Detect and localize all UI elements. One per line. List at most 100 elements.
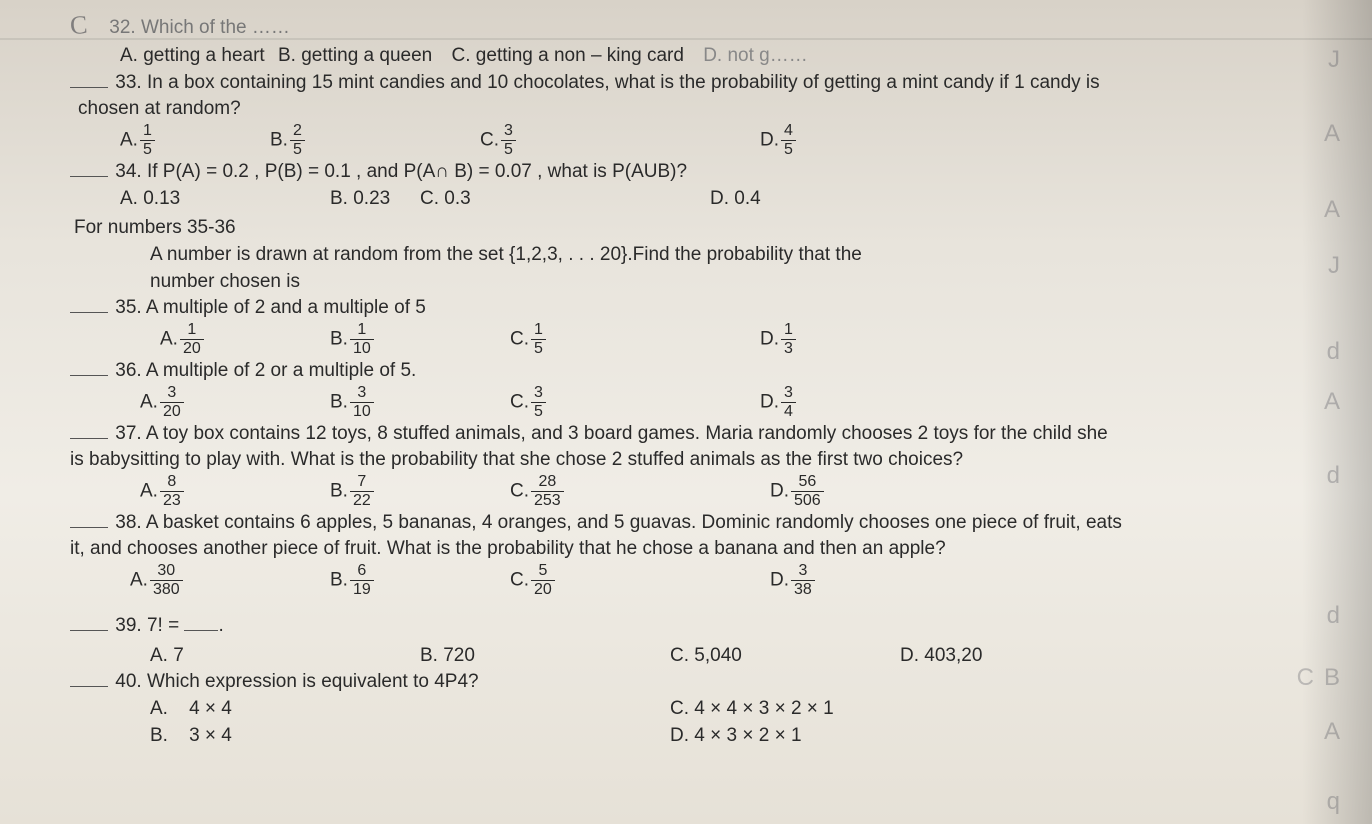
margin-mark: q [1327,788,1340,816]
q39-opt-b[interactable]: B. 720 [420,643,670,669]
q37-opt-a[interactable]: A.823 [140,474,330,509]
q35-opt-d[interactable]: D.13 [760,322,798,357]
q32-text: 32. Which of the …… [109,17,290,38]
opt-label: A. [120,130,138,151]
q39-opt-a[interactable]: A. 7 [150,643,420,669]
q34-opt-c[interactable]: C. 0.3 [420,186,710,212]
opt-label: B. [330,391,348,412]
q35-opt-a[interactable]: A.120 [160,322,330,357]
opt-label: C. [510,391,529,412]
margin-mark: A [1324,196,1340,224]
opt-label: C. [480,130,499,151]
q40-row2: B. 3 × 4 D. 4 × 3 × 2 × 1 [70,723,1282,749]
fraction: 13 [781,322,796,357]
q34-opt-a[interactable]: A. 0.13 [120,186,330,212]
answer-blank[interactable] [70,686,108,687]
answer-blank[interactable] [70,630,108,631]
q39-opt-c[interactable]: C. 5,040 [670,643,900,669]
opt-label: A. [140,391,158,412]
q33-opt-d[interactable]: D.45 [760,123,798,158]
q37-stem-a: 37. A toy box contains 12 toys, 8 stuffe… [70,421,1282,447]
q34-opt-d[interactable]: D. 0.4 [710,186,761,212]
q38-opt-d[interactable]: D.338 [770,563,817,598]
q40-opt-c[interactable]: C. 4 × 4 × 3 × 2 × 1 [670,696,834,722]
group-line1: A number is drawn at random from the set… [70,242,1282,268]
q38-stem-a: 38. A basket contains 6 apples, 5 banana… [70,510,1282,536]
q33-opt-c[interactable]: C.35 [480,123,760,158]
q36-opt-c[interactable]: C.35 [510,385,760,420]
q32-opt-b[interactable]: B. getting a queen [278,45,432,66]
q39-text: 39. 7! = [115,615,179,636]
margin-mark: C [1297,664,1314,692]
q33-opt-a[interactable]: A.15 [120,123,270,158]
fraction: 56506 [791,474,824,509]
fraction: 35 [531,385,546,420]
opt-label: D. [760,391,779,412]
answer-blank[interactable] [70,438,108,439]
q37-opt-d[interactable]: D.56506 [770,474,826,509]
margin-mark: A [1324,120,1340,148]
margin-mark: A [1324,718,1340,746]
opt-label: B. [330,480,348,501]
fraction: 15 [531,322,546,357]
q37-opt-b[interactable]: B.722 [330,474,510,509]
fraction: 35 [501,123,516,158]
opt-label: B. [270,130,288,151]
q35-opt-c[interactable]: C.15 [510,322,760,357]
fraction: 619 [350,563,374,598]
q32-opt-d[interactable]: D. not g…… [703,45,808,66]
q38-text-a: 38. A basket contains 6 apples, 5 banana… [115,512,1122,533]
q39-opt-d[interactable]: D. 403,20 [900,643,982,669]
exam-page: C 32. Which of the …… A. getting a heart… [0,0,1372,769]
margin-mark: d [1327,462,1340,490]
opt-label: A. [140,480,158,501]
fraction: 28253 [531,474,564,509]
q36-opt-d[interactable]: D.34 [760,385,798,420]
q32-opt-c[interactable]: C. getting a non – king card [452,45,684,66]
fraction: 310 [350,385,374,420]
answer-blank[interactable] [70,176,108,177]
q39-options: A. 7 B. 720 C. 5,040 D. 403,20 [70,643,1282,669]
q36-opt-b[interactable]: B.310 [330,385,510,420]
q38-opt-b[interactable]: B.619 [330,563,510,598]
q37-opt-c[interactable]: C.28253 [510,474,770,509]
q33-opt-b[interactable]: B.25 [270,123,480,158]
q40-opt-d[interactable]: D. 4 × 3 × 2 × 1 [670,723,802,749]
q40-opt-b[interactable]: B. 3 × 4 [150,723,670,749]
fraction: 520 [531,563,555,598]
q35-text: 35. A multiple of 2 and a multiple of 5 [115,297,426,318]
q32-stem: C 32. Which of the …… [70,7,1282,42]
margin-mark: A [1324,388,1340,416]
answer-blank[interactable] [70,87,108,88]
q33-stem-b: chosen at random? [70,96,1282,122]
q34-opt-b[interactable]: B. 0.23 [330,186,420,212]
q38-options: A.30380 B.619 C.520 D.338 [70,563,1282,598]
group-header: For numbers 35-36 [70,215,1282,241]
margin-mark: J [1328,46,1340,74]
q40-stem: 40. Which expression is equivalent to 4P… [70,669,1282,695]
answer-blank[interactable] [70,527,108,528]
q40-row1: A. 4 × 4 C. 4 × 4 × 3 × 2 × 1 [70,696,1282,722]
opt-label: A. [130,570,148,591]
q34-stem: 34. If P(A) = 0.2 , P(B) = 0.1 , and P(A… [70,159,1282,185]
fill-blank[interactable] [184,630,218,631]
margin-mark: d [1327,602,1340,630]
q32-opt-a[interactable]: A. getting a heart [120,45,265,66]
period: . [218,615,223,636]
opt-label: D. [770,570,789,591]
answer-blank[interactable] [70,375,108,376]
q35-stem: 35. A multiple of 2 and a multiple of 5 [70,295,1282,321]
q40-text: 40. Which expression is equivalent to 4P… [115,671,478,692]
q35-opt-b[interactable]: B.110 [330,322,510,357]
q37-options: A.823 B.722 C.28253 D.56506 [70,474,1282,509]
q39-stem: 39. 7! = . [70,613,1282,639]
q36-opt-a[interactable]: A.320 [140,385,330,420]
q37-text-a: 37. A toy box contains 12 toys, 8 stuffe… [115,423,1107,444]
q38-opt-a[interactable]: A.30380 [130,563,330,598]
answer-mark-c: C [69,6,105,43]
q37-stem-b: is babysitting to play with. What is the… [70,447,1282,473]
q40-opt-a[interactable]: A. 4 × 4 [150,696,670,722]
opt-label: D. [770,480,789,501]
q38-opt-c[interactable]: C.520 [510,563,770,598]
answer-blank[interactable] [70,312,108,313]
